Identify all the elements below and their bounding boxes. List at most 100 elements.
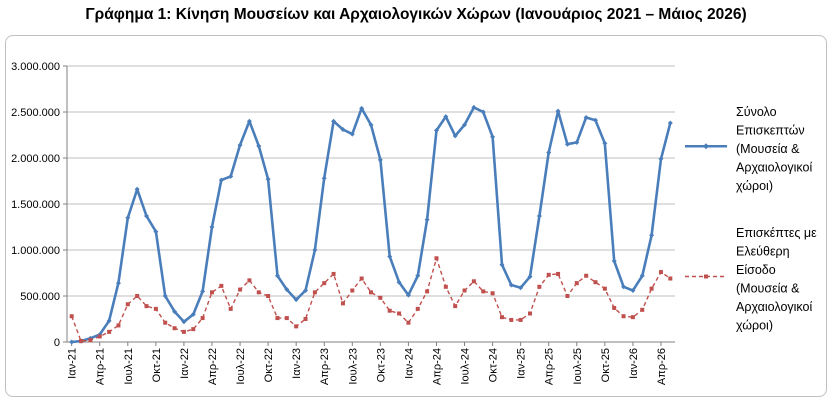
data-point-free-entry [518,317,523,322]
data-point-total [293,297,299,303]
data-point-total [284,287,290,293]
data-point-total [106,318,112,324]
y-tick-label: 0 [54,337,60,349]
data-point-total [518,285,524,291]
x-tick-label: Οκτ-25 [600,348,612,382]
data-point-free-entry [181,329,186,334]
data-point-total [564,141,570,147]
data-point-total [256,143,262,149]
data-point-total [452,133,458,139]
data-point-free-entry [79,339,84,344]
legend-label-line: (Μουσεία & [736,142,800,156]
data-point-free-entry [630,315,635,320]
data-point-total [218,177,224,183]
data-point-free-entry [256,290,261,295]
data-point-free-entry [135,294,140,298]
data-point-free-entry [584,273,589,278]
x-tick-labels: Ιαν-21 Απρ-21 Ιουλ-21 Οκτ-21 Ιαν-22 Απρ-22 Ιου… [67,348,668,385]
data-point-total [667,120,673,126]
legend-label-line: χώροι) [736,179,773,193]
data-point-free-entry [163,320,168,325]
data-point-total [377,157,383,163]
data-point-free-entry [509,317,514,322]
x-tick-label: Ιαν-26 [628,348,640,379]
x-tick-label: Απρ-23 [319,348,331,385]
y-tick-label: 2.000.000 [11,153,60,165]
x-tick-label: Ιουλ-21 [123,348,135,385]
data-point-total [396,279,402,285]
series-lines [69,104,673,345]
data-point-free-entry [322,281,327,286]
y-tick-label: 1.500.000 [11,199,60,211]
data-point-total [574,139,580,145]
x-tick-label: Ιαν-23 [291,348,303,379]
data-point-free-entry [528,311,533,316]
x-tick-label: Οκτ-23 [375,348,387,382]
data-point-free-entry [546,272,551,277]
data-point-total [602,140,608,146]
legend: Σύνολο Επισκεπτών (Μουσεία & Αρχαιολογικοί χ… [685,105,817,333]
data-point-total [658,156,664,162]
x-tick-label: Απρ-24 [431,348,443,385]
data-point-total [611,258,617,264]
data-point-free-entry [574,281,579,286]
data-point-free-entry [378,295,383,300]
data-point-total [630,287,636,293]
legend-total-marker [703,143,709,150]
x-tick-label: Ιαν-21 [67,348,79,379]
legend-label-line: Αρχαιολογικοί [736,161,812,175]
legend-label-line: Είσοδο [736,263,776,277]
y-tick-label: 3.000.000 [11,61,60,73]
data-point-total [190,311,196,317]
data-point-free-entry [303,317,308,321]
data-point-total [125,215,131,221]
data-point-total [443,114,449,120]
data-point-free-entry [387,308,392,313]
data-point-total [490,134,496,140]
data-point-free-entry [397,311,402,316]
y-tick-label: 500.000 [20,291,60,303]
legend-label-line: Σύνολο [736,105,777,119]
data-point-total [172,309,178,315]
data-point-total [144,213,150,219]
data-point-free-entry [266,294,271,298]
data-point-total [349,131,355,137]
data-point-free-entry [443,284,448,289]
data-point-free-entry [107,329,112,334]
data-point-free-entry [284,316,289,321]
data-point-total [592,117,598,123]
data-point-total [639,273,645,279]
chart-title: Γράφημα 1: Κίνηση Μουσείων και Αρχαιολογ… [85,6,747,23]
x-tick-label: Ιαν-22 [179,348,191,379]
data-point-free-entry [453,304,458,309]
data-point-total [387,253,393,259]
legend-label-line: Ελεύθερη [736,245,790,259]
data-point-total [181,319,187,325]
data-point-total [415,273,421,279]
y-tick-labels: 0 500.000 1.000.000 1.500.000 2.000.000 2.500… [11,61,60,349]
data-point-total [200,288,206,294]
data-point-total [424,217,430,223]
data-point-free-entry [425,289,430,294]
data-point-total [405,292,411,298]
data-point-total [499,262,505,268]
data-point-free-entry [565,294,570,298]
data-point-total [340,126,346,132]
data-point-total [536,213,542,219]
x-tick-label: Οκτ-21 [151,348,163,382]
data-point-total [368,122,374,128]
data-point-total [649,232,655,238]
data-point-total [555,108,561,114]
data-point-total [237,142,243,148]
data-point-free-entry [406,320,411,325]
data-point-total [433,127,439,133]
x-tick-label: Ιαν-24 [403,348,415,379]
data-point-total [303,287,309,293]
data-point-free-entry [668,276,673,281]
data-point-free-entry [247,278,252,283]
data-point-free-entry [209,290,214,295]
series-total-line [71,106,672,344]
data-point-total [546,149,552,155]
axes [66,66,675,346]
